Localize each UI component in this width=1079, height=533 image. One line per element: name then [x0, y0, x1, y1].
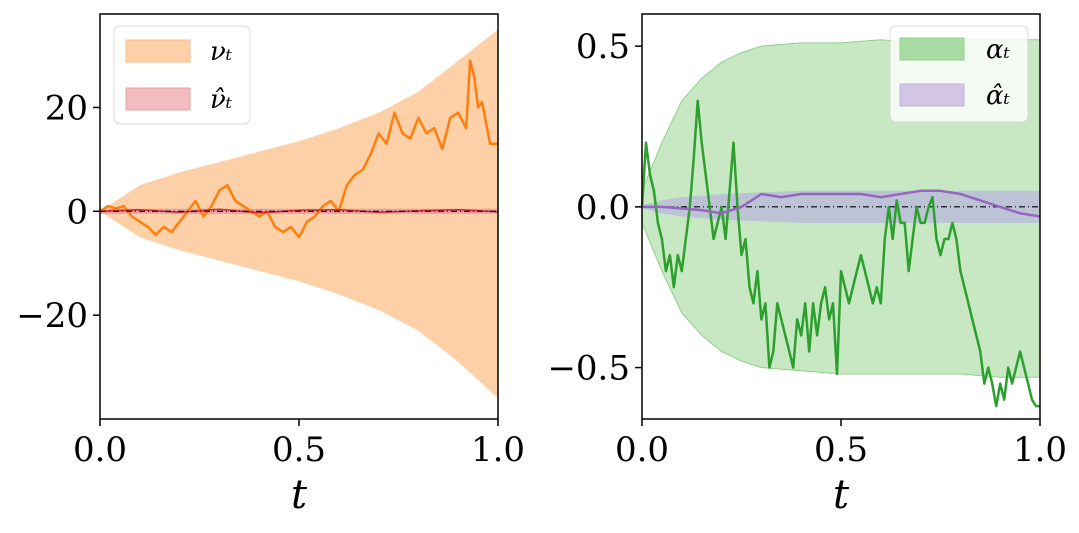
legend-label-alpha-hat: α̂ₜ	[986, 81, 1011, 111]
alpha-hat-line	[642, 189, 1041, 218]
legend-label-nu: νₜ	[210, 37, 233, 67]
legend: αₜ α̂ₜ	[889, 25, 1029, 123]
alpha-line	[640, 99, 1040, 408]
x-axis-label: t	[291, 472, 308, 518]
x-tick-label: 1.0	[1013, 430, 1067, 470]
x-tick-label: 0.5	[814, 430, 868, 470]
y-tick-label: −20	[16, 296, 88, 336]
legend-swatch-alpha	[899, 37, 965, 61]
legend-label-alpha: αₜ	[986, 35, 1011, 65]
x-tick-label: 1.0	[471, 430, 525, 470]
y-ticks: −20 0 20	[16, 88, 100, 336]
legend-swatch-nu	[125, 39, 191, 63]
legend-label-nu-hat: ν̂ₜ	[210, 85, 233, 115]
y-tick-label: 20	[45, 88, 88, 128]
nu-line	[99, 59, 498, 239]
left-panel: −20 0 20 0.0 0.5 1.0 t νₜ ν̂ₜ	[16, 13, 525, 518]
y-tick-label: 0	[66, 192, 88, 232]
y-tick-label: 0.0	[576, 188, 630, 228]
y-tick-label: −0.5	[547, 349, 630, 389]
x-ticks: 0.0 0.5 1.0	[615, 419, 1067, 470]
x-axis-label: t	[833, 472, 850, 518]
x-tick-label: 0.0	[73, 430, 127, 470]
right-panel: −0.5 0.0 0.5 0.0 0.5 1.0 t αₜ α̂ₜ	[547, 13, 1067, 518]
y-ticks: −0.5 0.0 0.5	[547, 27, 642, 389]
legend-swatch-alpha-hat	[899, 83, 965, 107]
x-tick-label: 0.5	[272, 430, 326, 470]
y-tick-label: 0.5	[576, 27, 630, 67]
x-ticks: 0.0 0.5 1.0	[73, 419, 525, 470]
x-tick-label: 0.0	[615, 430, 669, 470]
legend-swatch-nu-hat	[125, 87, 191, 111]
legend: νₜ ν̂ₜ	[113, 25, 251, 125]
